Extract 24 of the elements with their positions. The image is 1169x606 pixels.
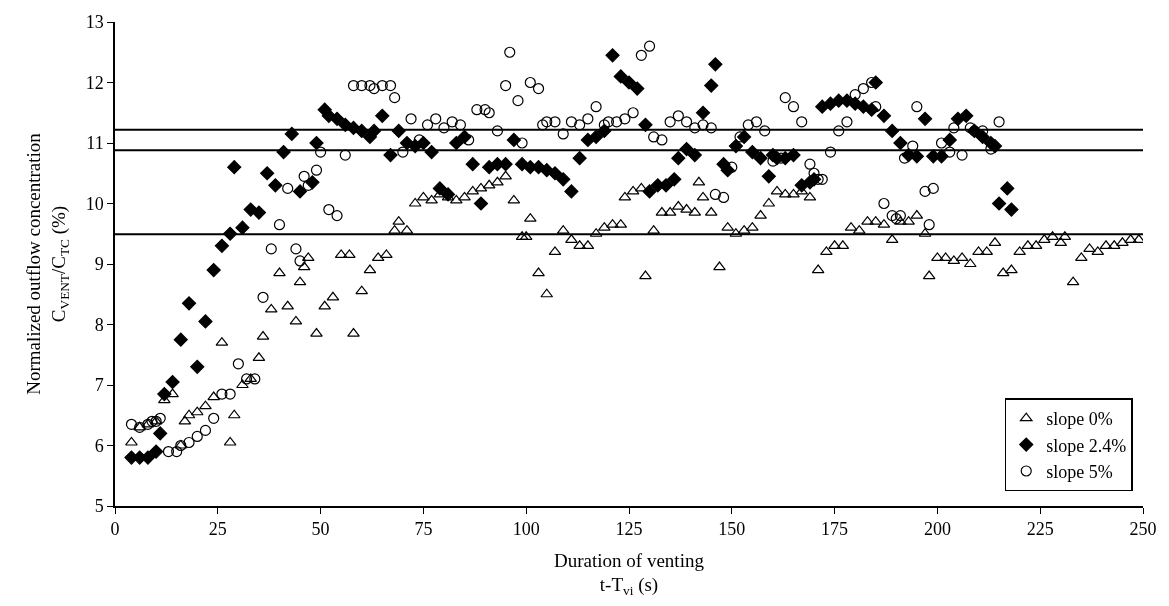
x-tick-label: 25 (208, 519, 227, 540)
y-tick-label: 13 (85, 12, 104, 33)
y-tick-label: 5 (94, 496, 104, 517)
y-tick-label: 7 (94, 375, 104, 396)
x-tick-label: 50 (311, 519, 330, 540)
x-tick-label: 150 (718, 519, 746, 540)
y-tick-label: 12 (85, 72, 104, 93)
y-tick-label: 9 (94, 254, 104, 275)
x-tick-label: 0 (110, 519, 120, 540)
x-tick-label: 225 (1026, 519, 1054, 540)
x-tick-label: 250 (1129, 519, 1157, 540)
legend-label: slope 0% (1046, 409, 1113, 430)
x-tick-label: 100 (512, 519, 540, 540)
x-tick-label: 200 (923, 519, 951, 540)
y-tick-label: 8 (94, 314, 104, 335)
legend-label: slope 2.4% (1046, 435, 1127, 456)
x-tick-label: 175 (821, 519, 849, 540)
x-tick-label: 125 (615, 519, 643, 540)
legend-label: slope 5% (1046, 462, 1113, 482)
x-tick-label: 75 (414, 519, 433, 540)
y-tick-label: 6 (94, 435, 104, 456)
y-tick-label: 11 (86, 133, 104, 154)
x-axis-title: Duration of venting t-T$_{vi}$ (s) (554, 549, 705, 599)
y-tick-label: 10 (85, 193, 104, 214)
